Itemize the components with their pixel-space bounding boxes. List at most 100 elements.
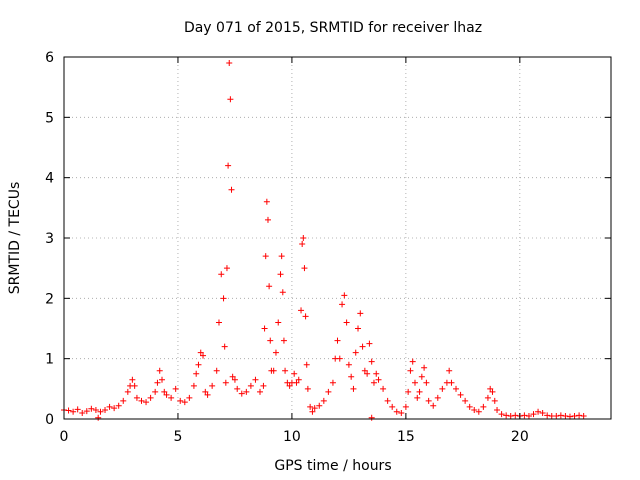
data-point [172, 385, 179, 392]
data-point [571, 412, 578, 419]
data-point [512, 412, 519, 419]
data-point [439, 385, 446, 392]
data-point [65, 407, 72, 414]
data-point [197, 349, 204, 356]
data-point [302, 313, 309, 320]
x-tick-label: 10 [283, 429, 301, 445]
y-tick-label: 4 [45, 171, 54, 187]
y-tick-label: 3 [45, 231, 54, 247]
data-point [434, 394, 441, 401]
data-point [261, 325, 268, 332]
data-point [421, 364, 428, 371]
data-point [111, 405, 118, 412]
data-point [295, 376, 302, 383]
data-point [562, 412, 569, 419]
data-point [223, 265, 230, 272]
data-point [234, 385, 241, 392]
data-point [163, 391, 170, 398]
data-point [402, 403, 409, 410]
data-point [375, 376, 382, 383]
data-point [129, 376, 136, 383]
data-point [202, 388, 209, 395]
data-point [580, 412, 587, 419]
data-point [195, 361, 202, 368]
data-point [491, 397, 498, 404]
data-point [266, 283, 273, 290]
data-point [334, 337, 341, 344]
data-point [278, 253, 285, 260]
data-point [270, 367, 277, 374]
data-point [181, 399, 188, 406]
data-point [200, 352, 207, 359]
data-point [225, 162, 232, 169]
data-point [215, 319, 222, 326]
data-point [83, 408, 90, 415]
data-point [530, 411, 537, 418]
data-point [423, 379, 430, 386]
data-point [120, 397, 127, 404]
data-point [525, 412, 532, 419]
data-point [475, 408, 482, 415]
data-point [348, 373, 355, 380]
data-point [220, 295, 227, 302]
data-point [329, 379, 336, 386]
data-point [498, 411, 505, 418]
x-tick-label: 0 [60, 429, 69, 445]
data-point [272, 349, 279, 356]
data-point [204, 391, 211, 398]
data-point [366, 340, 373, 347]
data-point [226, 60, 233, 67]
data-point [159, 376, 166, 383]
data-point [355, 325, 362, 332]
data-point [307, 403, 314, 410]
data-point [457, 391, 464, 398]
data-point [521, 412, 528, 419]
data-point [576, 412, 583, 419]
data-point [448, 379, 455, 386]
data-point [299, 241, 306, 248]
data-point [368, 358, 375, 365]
data-point [339, 301, 346, 308]
data-point [359, 343, 366, 350]
data-point [350, 385, 357, 392]
data-point [88, 405, 95, 412]
data-point [357, 310, 364, 317]
data-point [228, 186, 235, 193]
data-point [154, 379, 161, 386]
data-point [133, 394, 140, 401]
data-point [425, 397, 432, 404]
data-point [257, 388, 264, 395]
data-point [300, 235, 307, 241]
data-point [221, 343, 228, 350]
y-tick-label: 5 [45, 110, 54, 126]
x-tick-label: 20 [511, 429, 529, 445]
data-point [124, 388, 131, 395]
data-point [557, 412, 564, 419]
data-point [222, 379, 229, 386]
data-point [345, 361, 352, 368]
data-point [405, 388, 412, 395]
data-point [252, 376, 259, 383]
data-point [336, 355, 343, 362]
data-point [398, 409, 405, 416]
data-point [161, 388, 168, 395]
data-point [267, 337, 274, 344]
data-point [462, 397, 469, 404]
data-point [409, 358, 416, 365]
data-point [243, 388, 250, 395]
y-tick-label: 2 [45, 291, 54, 307]
data-point [275, 319, 282, 326]
data-point [152, 388, 159, 395]
data-point [507, 412, 514, 419]
data-point [247, 382, 254, 389]
data-point [190, 382, 197, 389]
data-point [453, 385, 460, 392]
data-point [156, 367, 163, 374]
data-point [446, 367, 453, 374]
data-point [303, 361, 310, 368]
data-point [471, 406, 478, 413]
data-point [364, 370, 371, 377]
data-point [309, 408, 316, 415]
data-point [74, 406, 81, 413]
